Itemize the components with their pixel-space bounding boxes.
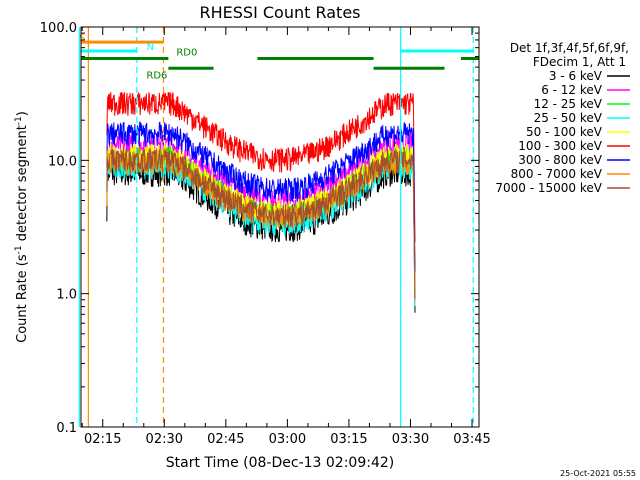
legend-entry-label: 800 - 7000 keV — [511, 167, 603, 181]
legend-header-line-1: Det 1f,3f,4f,5f,6f,9f, — [510, 41, 629, 55]
y-axis-label: Count Rate (s-1 detector segment-1) — [14, 111, 30, 343]
series-line — [106, 91, 416, 243]
chart-title: RHESSI Count Rates — [200, 3, 361, 22]
flag-overlay: S N RD6 RD0 — [78, 27, 479, 427]
x-axis: 02:15 02:30 02:45 03:00 03:15 03:30 03:45 — [81, 27, 491, 447]
flag-label: RD6 — [146, 70, 167, 81]
x-tick-label: 02:45 — [207, 432, 244, 447]
legend-entry-label: 7000 - 15000 keV — [495, 181, 602, 195]
y-tick-label: 0.1 — [56, 421, 77, 436]
plot-area — [106, 91, 416, 313]
plot-frame — [80, 26, 480, 428]
legend-entry-label: 300 - 800 keV — [518, 153, 602, 167]
x-tick-label: 02:30 — [146, 432, 183, 447]
x-tick-label: 02:15 — [84, 432, 121, 447]
series-line — [106, 121, 416, 273]
legend-entry-label: 6 - 12 keV — [541, 83, 603, 97]
x-tick-label: 03:30 — [392, 432, 429, 447]
series-line — [106, 148, 416, 299]
x-tick-label: 03:15 — [330, 432, 367, 447]
legend-entry-label: 12 - 25 keV — [534, 97, 603, 111]
legend-entry-label: 50 - 100 keV — [526, 125, 603, 139]
legend-header-line-2: FDecim 1, Att 1 — [533, 55, 626, 69]
y-tick-label: 100.0 — [40, 21, 77, 36]
legend-entry-label: 100 - 300 keV — [518, 139, 602, 153]
flag-label: S — [79, 33, 85, 44]
legend-entry-label: 25 - 50 keV — [534, 111, 603, 125]
flag-label: N — [147, 42, 154, 53]
x-tick-label: 03:00 — [269, 432, 306, 447]
footer-date: 25-Oct-2021 05:55 — [560, 469, 636, 478]
y-axis: 0.1 1.0 10.0 100.0 — [40, 21, 479, 436]
y-tick-label: 10.0 — [48, 154, 77, 169]
x-tick-label: 03:45 — [453, 432, 490, 447]
legend: Det 1f,3f,4f,5f,6f,9f, FDecim 1, Att 1 3… — [495, 41, 630, 195]
y-tick-label: 1.0 — [56, 288, 77, 303]
x-axis-label: Start Time (08-Dec-13 02:09:42) — [166, 455, 394, 471]
legend-entry-label: 3 - 6 keV — [549, 69, 603, 83]
flag-label: RD0 — [176, 48, 197, 59]
